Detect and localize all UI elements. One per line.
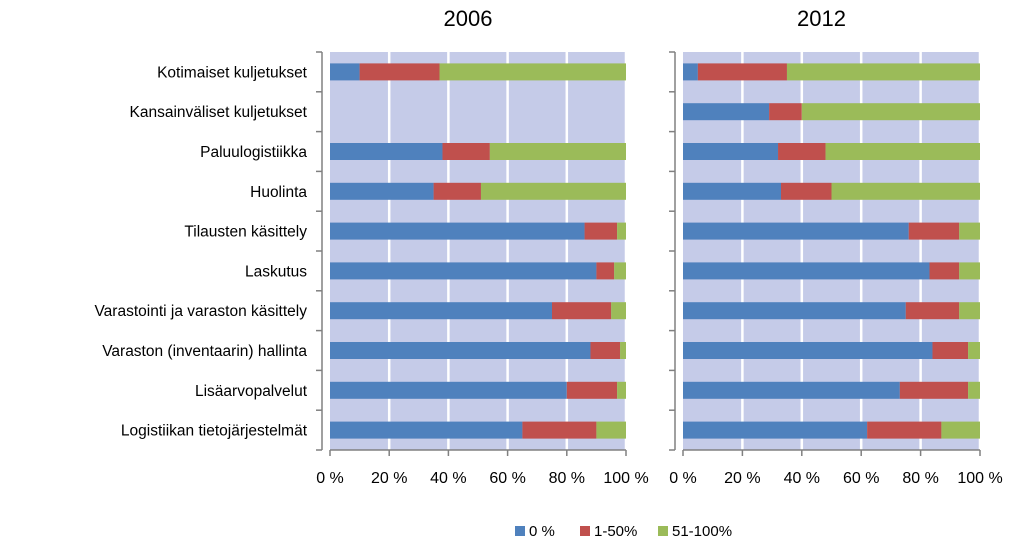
category-label: Logistiikan tietojärjestelmät [121, 423, 308, 440]
bar-segment [683, 302, 906, 320]
bar-segment [330, 262, 597, 280]
panel-title: 2006 [444, 6, 493, 31]
bar-segment [522, 421, 597, 439]
bar-segment [433, 182, 481, 200]
x-tick-label: 40 % [430, 470, 466, 487]
x-tick-label: 100 % [957, 470, 1002, 487]
bar-segment [769, 103, 802, 121]
bar-segment [683, 381, 900, 399]
legend-swatch [580, 526, 590, 536]
bar-segment [617, 381, 626, 399]
category-label: Paluulogistiikka [200, 144, 307, 161]
bar-segment [683, 222, 909, 240]
legend: 0 % 1-50% 51-100% [515, 523, 732, 540]
category-label: Laskutus [245, 263, 307, 280]
bar-segment [330, 381, 567, 399]
bar-segment [831, 182, 980, 200]
bar-segment [968, 342, 980, 359]
x-tick-label: 40 % [784, 470, 820, 487]
x-tick-label: 80 % [549, 470, 585, 487]
bar-segment [683, 143, 779, 160]
bar-segment [330, 302, 552, 320]
bar-segment [590, 342, 621, 359]
bar-segment [968, 381, 980, 399]
category-label: Kotimaiset kuljetukset [157, 64, 308, 81]
x-tick-label: 100 % [603, 470, 648, 487]
bar-segment [781, 182, 832, 200]
bar-segment [941, 421, 980, 439]
bar-segment [330, 342, 591, 359]
bar-segment [932, 342, 969, 359]
bar-segment [959, 262, 980, 280]
bar-segment [480, 182, 626, 200]
category-label: Varaston (inventaarin) hallinta [102, 343, 307, 360]
bar-segment [330, 222, 585, 240]
x-tick-label: 80 % [902, 470, 938, 487]
x-tick-label: 60 % [843, 470, 879, 487]
category-label: Varastointi ja varaston käsittely [94, 303, 307, 320]
bar-segment [611, 302, 626, 320]
x-tick-label: 0 % [669, 470, 697, 487]
bar-segment [596, 262, 615, 280]
bar-segment [552, 302, 612, 320]
bar-segment [905, 302, 960, 320]
bar-segment [683, 262, 930, 280]
bar-segment [683, 342, 933, 359]
bar-segment [442, 143, 490, 160]
legend-swatch [515, 526, 525, 536]
bar-segment [683, 103, 770, 121]
panel-2006: 0 % 20 % 40 % 60 % 80 % 100 % 2006 [316, 6, 649, 487]
category-labels: Kotimaiset kuljetukset Kansainväliset kul… [94, 64, 307, 439]
x-tick-label: 20 % [371, 470, 407, 487]
bar-segment [439, 63, 626, 81]
bar-segment [929, 262, 960, 280]
legend-label: 51-100% [672, 523, 732, 540]
bar-segment [330, 182, 434, 200]
bar-segment [617, 222, 626, 240]
x-tick-label: 20 % [724, 470, 760, 487]
bar-segment [801, 103, 980, 121]
bar-segment [697, 63, 787, 81]
bar-segment [596, 421, 626, 439]
legend-label: 1-50% [594, 523, 637, 540]
bar-segment [330, 421, 523, 439]
bar-segment [566, 381, 618, 399]
bar-segment [359, 63, 440, 81]
bar-segment [959, 302, 980, 320]
category-label: Tilausten käsittely [184, 224, 307, 241]
bar-segment [908, 222, 960, 240]
bar-segment [786, 63, 980, 81]
bar-segment [614, 262, 626, 280]
bar-segment [620, 342, 626, 359]
bar-segment [330, 143, 443, 160]
bar-segment [899, 381, 969, 399]
bar-segment [489, 143, 626, 160]
bar-segment [867, 421, 942, 439]
category-label: Kansainväliset kuljetukset [130, 104, 308, 121]
panel-2012: 0 % 20 % 40 % 60 % 80 % 100 % 2012 [669, 6, 1003, 487]
bar-segment [683, 63, 698, 81]
panel-title: 2012 [797, 6, 846, 31]
bar-segment [825, 143, 980, 160]
category-label: Huolinta [250, 184, 307, 201]
bar-segment [584, 222, 618, 240]
chart-panels: 0 % 20 % 40 % 60 % 80 % 100 % 2006 0 % 20 % 40 % 6… [316, 6, 1003, 487]
bar-segment [330, 63, 360, 81]
legend-label: 0 % [529, 523, 555, 540]
x-tick-label: 60 % [489, 470, 525, 487]
bar-segment [683, 182, 782, 200]
category-label: Lisäarvopalvelut [195, 383, 308, 400]
legend-swatch [658, 526, 668, 536]
bar-segment [683, 421, 868, 439]
bar-segment [959, 222, 980, 240]
bar-segment [778, 143, 826, 160]
x-tick-label: 0 % [316, 470, 344, 487]
